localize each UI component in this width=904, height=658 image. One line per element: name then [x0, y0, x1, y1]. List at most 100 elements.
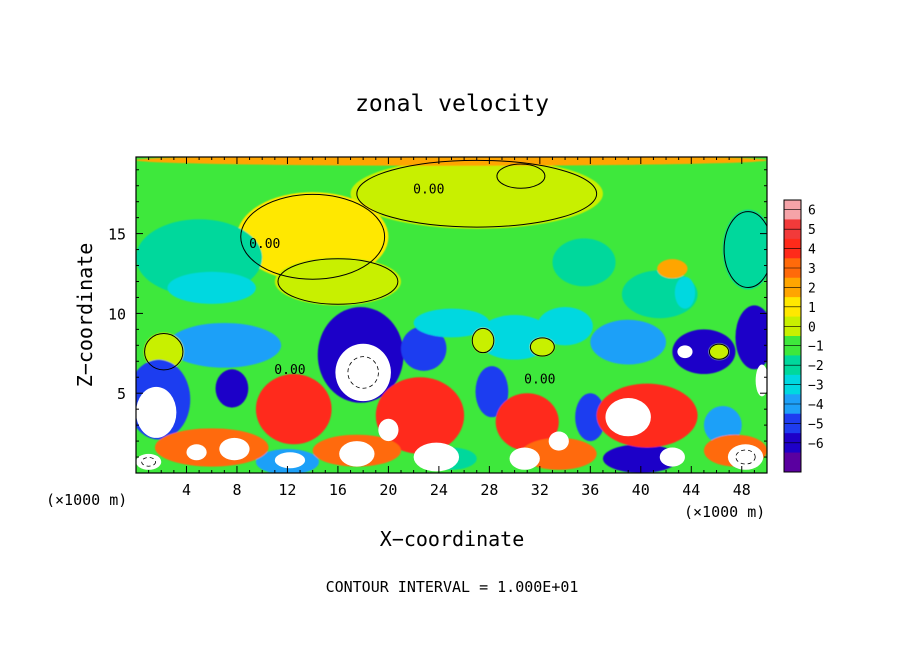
zero-contour-8 [723, 211, 767, 288]
contour-label-2: 0.00 [274, 363, 305, 378]
field-feature-33 [495, 393, 559, 451]
x-tick-label-0: 4 [182, 481, 191, 499]
y-tick-label-1: 10 [108, 305, 126, 323]
field-feature-15 [413, 308, 490, 338]
overflow-region-0 [335, 343, 391, 402]
field-feature-32 [375, 377, 465, 454]
zero-contour-1 [240, 193, 386, 280]
field-feature-20 [735, 305, 767, 370]
field-feature-10 [495, 163, 547, 189]
field-feature-28 [703, 405, 742, 445]
colorbar-label-1: 5 [808, 223, 816, 238]
overflow-region-5 [339, 441, 375, 467]
zero-contour-12 [144, 333, 184, 371]
x-tick-label-10: 44 [682, 481, 700, 499]
negative-contour-12 [735, 449, 756, 465]
colorbar-label-3: 3 [808, 262, 816, 277]
colorbar-label-9: −3 [808, 379, 824, 394]
y-axis-label: Z−coordinate [73, 243, 97, 388]
field-feature-31 [255, 374, 332, 445]
contour-label-1: 0.00 [249, 237, 280, 252]
colorbar-label-10: −4 [808, 398, 824, 413]
colorbar-label-7: −1 [808, 340, 824, 355]
field-feature-0 [350, 158, 603, 229]
overflow-region-8 [509, 447, 540, 470]
colorbar-label-5: 1 [808, 301, 816, 316]
overflow-region-11 [659, 447, 685, 467]
field-feature-18 [590, 319, 667, 365]
chart-title: zonal velocity [355, 91, 549, 117]
field-feature-19 [672, 329, 736, 375]
overflow-region-4 [274, 452, 306, 469]
field-feature-4 [167, 271, 256, 304]
x-tick-label-3: 16 [329, 481, 347, 499]
zero-contours [144, 159, 767, 371]
x-tick-label-5: 24 [430, 481, 448, 499]
zero-contour-0 [356, 159, 598, 228]
field-feature-35 [154, 428, 269, 467]
x-tick-label-11: 48 [733, 481, 751, 499]
field-feature-27 [575, 393, 606, 442]
overflow-region-7 [413, 442, 460, 472]
overflow-region-14 [755, 364, 767, 397]
field-feature-23 [708, 343, 730, 360]
colorbar-label-6: 0 [808, 320, 816, 335]
overflow-region-10 [605, 397, 651, 437]
x-tick-label-9: 40 [632, 481, 650, 499]
x-axis-ticks: 4 8 12 16 20 24 28 32 36 40 44 48 [148, 157, 755, 499]
field-feature-17 [537, 307, 593, 346]
field-feature-37 [520, 437, 597, 470]
overflow-region-1 [136, 386, 177, 438]
negative-contour-0 [347, 356, 379, 389]
field-feature-7 [674, 276, 696, 309]
y-tick-label-0: 5 [117, 385, 126, 403]
x-unit-right: (×1000 m) [684, 503, 765, 521]
colorbar-label-11: −5 [808, 417, 824, 432]
colorbar-label-0: 6 [808, 204, 816, 219]
contour-labels: 0.00 0.00 0.00 0.00 [249, 183, 555, 388]
overflow-region-3 [186, 444, 207, 461]
contour-label-0: 0.00 [413, 183, 444, 198]
overflow-region-13 [136, 453, 162, 470]
zero-contour-2 [277, 258, 399, 305]
contour-interval-note: CONTOUR INTERVAL = 1.000E+01 [326, 578, 579, 596]
contour-label-3: 0.00 [524, 373, 555, 388]
colorbar-frame [783, 199, 802, 473]
field-feature-22 [529, 337, 555, 357]
y-axis-ticks: 5 10 15 [108, 169, 767, 458]
overflow-region-6 [378, 418, 399, 442]
overflow-region-12 [727, 444, 764, 470]
overflow-region-9 [548, 431, 569, 451]
field-feature-8 [722, 209, 767, 290]
colorbar-label-2: 4 [808, 243, 816, 258]
colorbar-swatch-13 [784, 452, 801, 473]
colorbar-label-8: −2 [808, 359, 824, 374]
colorbar-label-4: 2 [808, 281, 816, 296]
field-feature-9 [657, 259, 688, 279]
heatmap-field [136, 157, 767, 473]
field-feature-29 [602, 444, 679, 473]
x-tick-label-7: 32 [531, 481, 549, 499]
x-unit-left: (×1000 m) [46, 491, 127, 509]
x-axis-label: X−coordinate [380, 527, 525, 551]
field-feature-21 [471, 327, 495, 354]
zero-contour-10 [496, 163, 546, 189]
zero-contour-22 [529, 337, 555, 357]
field-feature-11 [167, 322, 282, 368]
x-tick-label-2: 12 [278, 481, 296, 499]
negative-contour-13 [141, 457, 156, 467]
field-feature-14 [401, 326, 447, 371]
x-tick-label-6: 28 [480, 481, 498, 499]
field-feature-26 [475, 366, 509, 418]
overflow-region-15 [677, 345, 693, 359]
colorbar-label-12: −6 [808, 437, 824, 452]
field-feature-40 [136, 157, 767, 166]
zero-contour-23 [708, 343, 730, 360]
overflow-region-2 [219, 437, 250, 461]
x-tick-label-1: 8 [232, 481, 241, 499]
colorbar: 6 5 4 3 2 1 0 −1 −2 −3 −4 −5 −6 [783, 199, 824, 473]
field-feature-5 [552, 238, 616, 287]
y-tick-label-2: 15 [108, 226, 126, 244]
